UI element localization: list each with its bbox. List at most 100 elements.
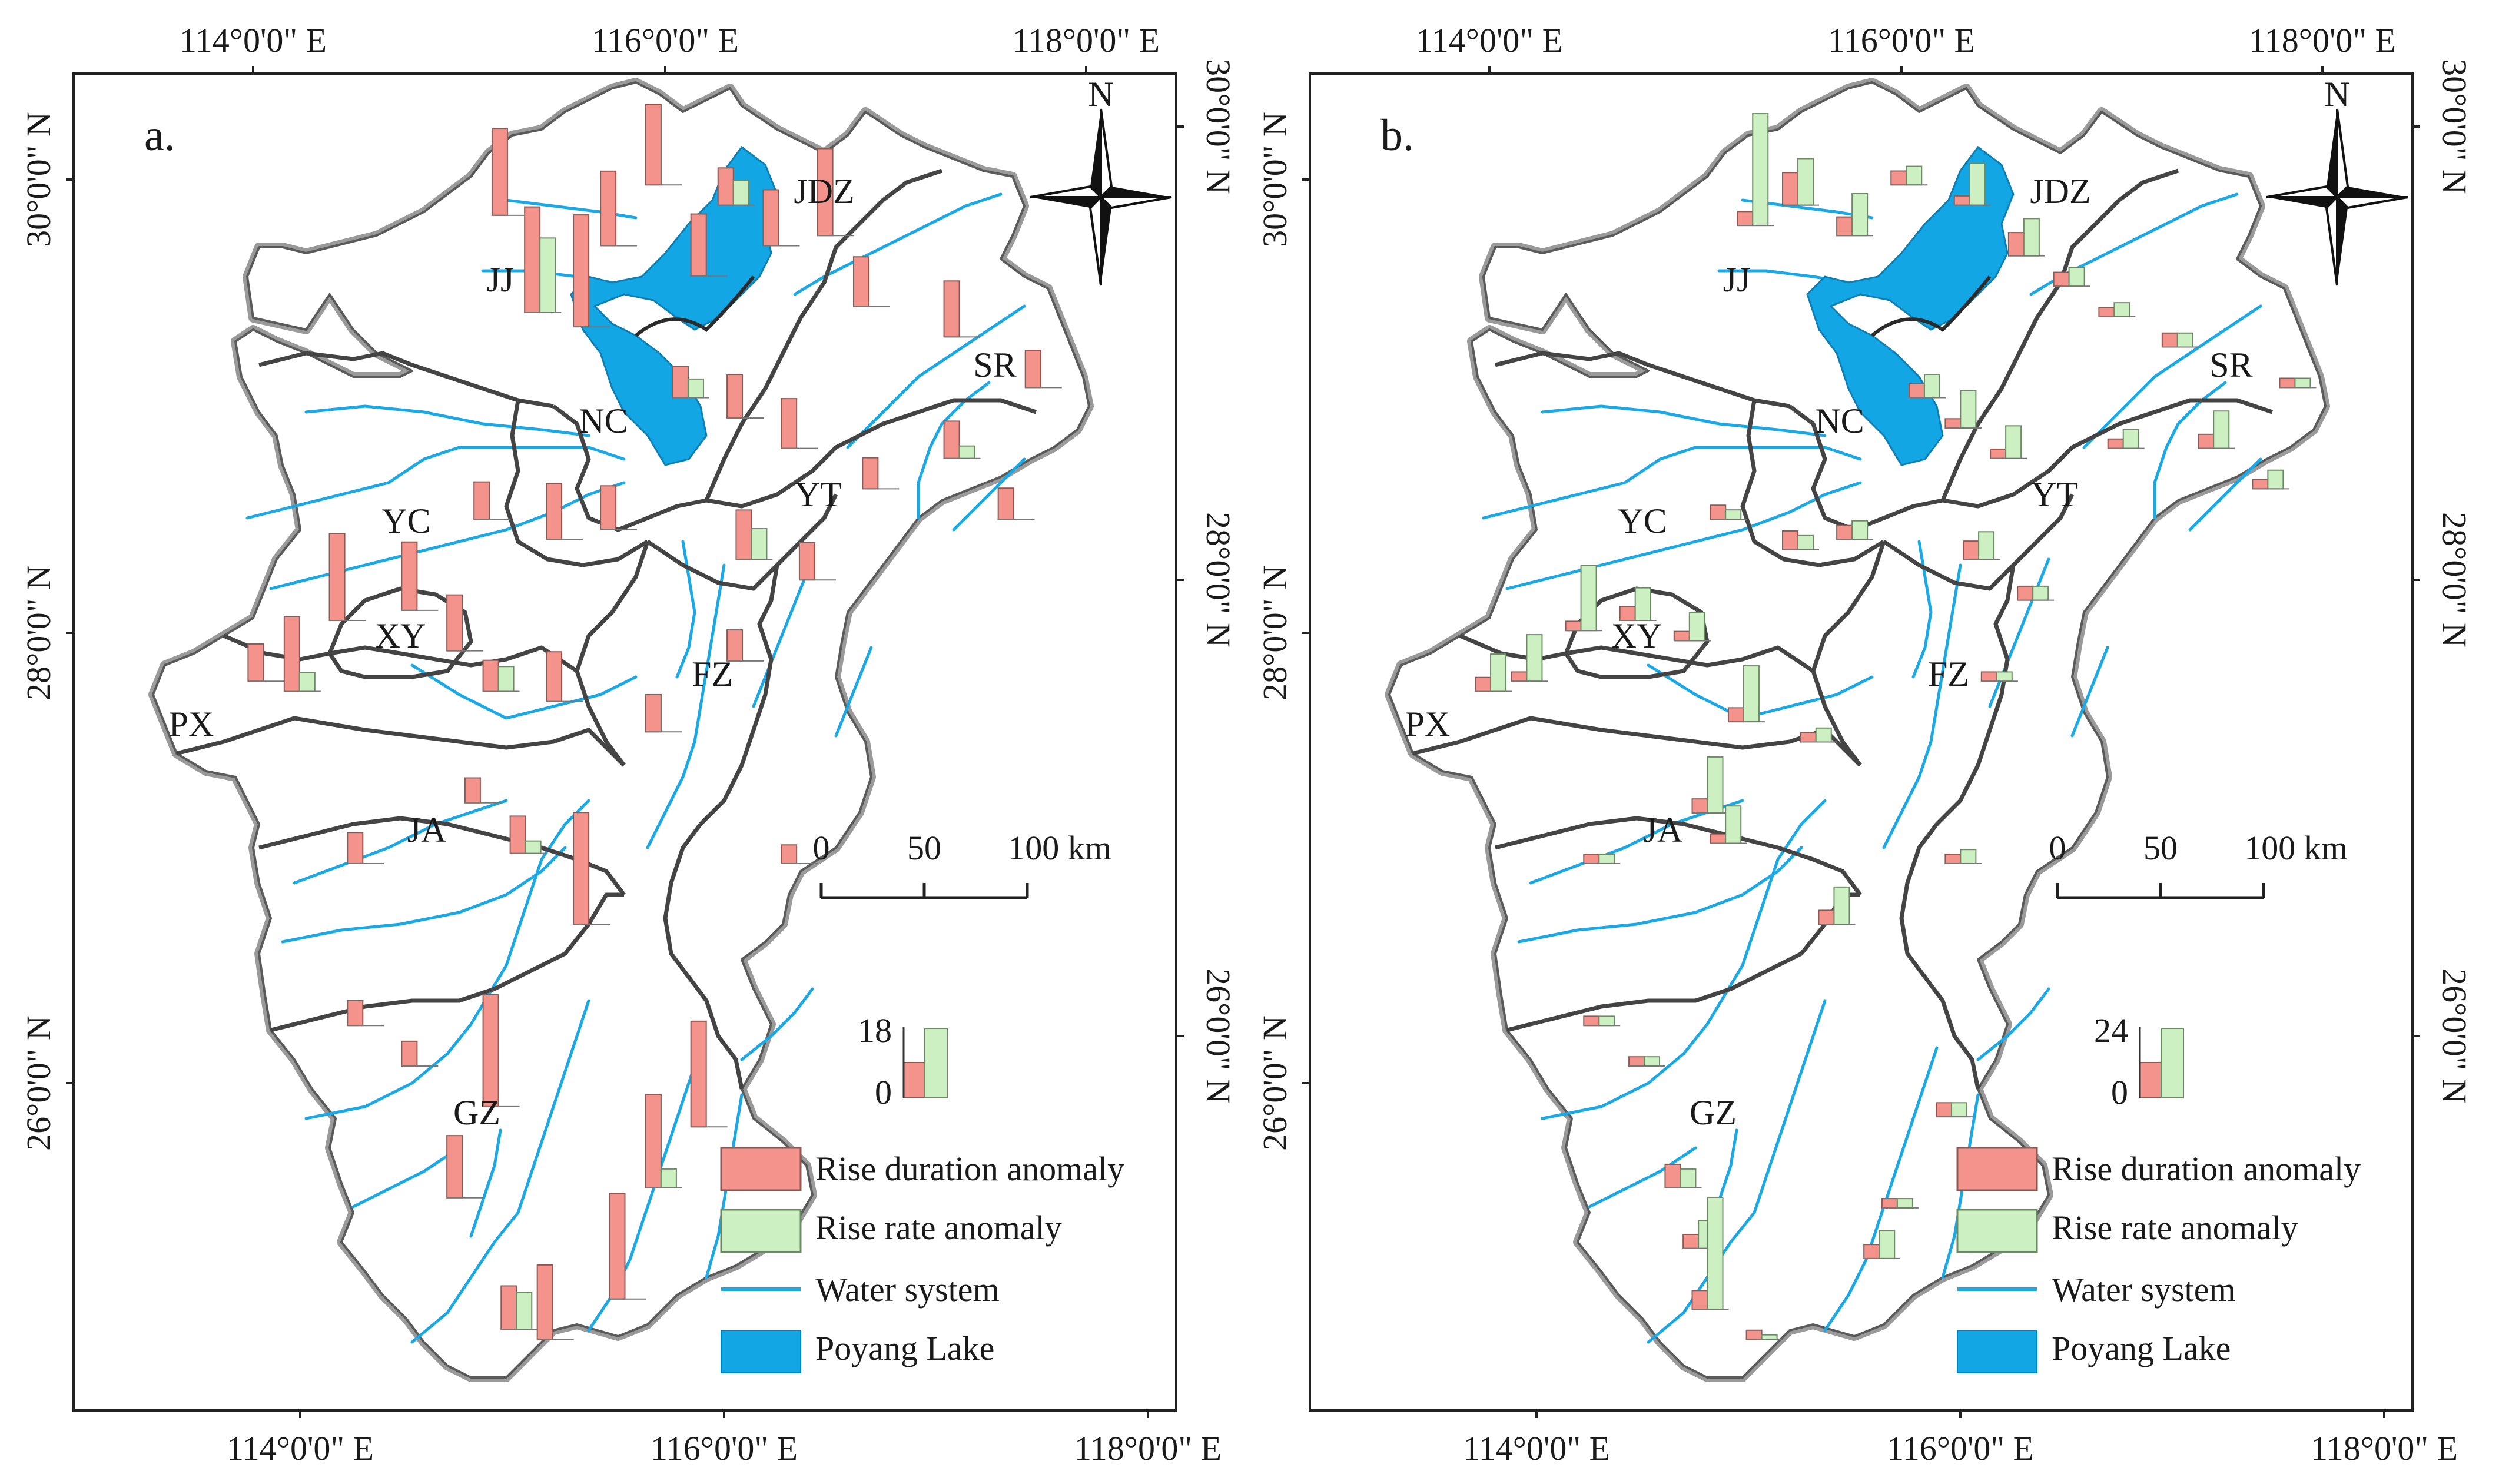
station-3: [600, 170, 638, 247]
station-23: [401, 541, 439, 611]
province-boundary-inner: [152, 81, 1090, 1379]
city-label-sr: SR: [2209, 346, 2252, 384]
scale-bar: 0 50 100 km: [2049, 829, 2348, 899]
river-11: [1988, 557, 2050, 708]
prefecture-boundary-8: [1459, 633, 1814, 673]
station-33: [1944, 849, 1982, 864]
station-12: [1990, 425, 2027, 459]
rise-rate-bar: [1923, 373, 1940, 399]
rise-duration-bar: [781, 844, 798, 864]
rise-rate-bar: [1815, 727, 1832, 743]
station-6: [717, 167, 755, 206]
station-21: [735, 509, 773, 560]
river-7: [410, 999, 590, 1344]
station-36: [1936, 1102, 1973, 1118]
rise-duration-bar: [690, 1020, 707, 1128]
prefecture-boundary-5: [575, 540, 650, 767]
lat-label-left-0: 26°0'0" N: [19, 1015, 58, 1151]
rise-duration-bar: [1782, 530, 1799, 550]
lon-label-bottom-0: 114°0'0" E: [227, 1429, 374, 1468]
station-16: [943, 420, 981, 459]
rise-rate-bar: [1680, 1168, 1697, 1188]
rise-rate-bar: [1896, 1198, 1913, 1209]
scale-bar: 0 50 100 km: [813, 829, 1111, 899]
station-28: [482, 659, 520, 692]
station-45: [536, 1264, 574, 1340]
scale-label-0: 0: [813, 829, 830, 867]
river-18: [469, 1128, 502, 1238]
legend-rate-swatch: [720, 1209, 802, 1253]
prefecture-boundary-11: [258, 816, 626, 897]
station-19: [546, 483, 583, 540]
city-label-sr: SR: [973, 346, 1016, 384]
rise-duration-bar: [853, 256, 870, 307]
rise-duration-bar: [997, 487, 1014, 520]
station-7: [2098, 302, 2136, 317]
legend-lake-swatch: [1957, 1330, 2037, 1373]
prefecture-boundary-10: [1412, 716, 1862, 767]
rise-duration-bar: [1511, 671, 1528, 682]
map-frame: [72, 72, 1177, 1412]
river-11: [752, 557, 814, 708]
river-14: [952, 457, 1026, 532]
rise-rate-bar: [1978, 531, 1995, 560]
lat-label-right-2: 30°0'0" N: [1199, 59, 1237, 194]
rise-duration-bar: [524, 206, 541, 314]
rise-duration-bar: [1710, 504, 1727, 520]
station-5: [690, 213, 728, 277]
rise-duration-bar: [1963, 540, 1980, 560]
rise-duration-bar: [247, 643, 264, 682]
rise-rate-bar: [1725, 509, 1742, 520]
legend-lake-swatch: [721, 1330, 801, 1373]
station-38: [401, 1040, 439, 1067]
city-label-ja: JA: [1644, 811, 1683, 849]
rise-rate-bar: [1851, 193, 1869, 237]
prefecture-boundary-2: [706, 398, 1037, 509]
station-23: [1565, 565, 1602, 632]
rise-duration-bar: [1583, 1015, 1600, 1027]
rise-rate-bar: [1761, 1334, 1778, 1340]
city-label-gz: GZ: [453, 1093, 500, 1132]
rise-duration-bar: [1836, 524, 1853, 540]
lon-label-bottom-1: 116°0'0" E: [1887, 1429, 2034, 1468]
river-19: [351, 1146, 461, 1209]
scale-label-0: 0: [2049, 829, 2066, 867]
station-39: [1881, 1198, 1919, 1209]
rise-rate-bar: [2122, 429, 2139, 449]
lat-label-left-1: 28°0'0" N: [1256, 565, 1294, 700]
rise-duration-bar: [573, 214, 590, 328]
lat-label-left-0: 26°0'0" N: [1256, 1015, 1294, 1151]
prefecture-boundary-12: [1899, 822, 1980, 1090]
rise-duration-bar: [2107, 438, 2124, 449]
rise-duration-bar: [1836, 216, 1853, 237]
scale-label-100: 100 km: [2244, 829, 2348, 867]
station-36: [781, 844, 818, 864]
city-label-yc: YC: [1618, 502, 1667, 540]
map-frame: [1309, 72, 2414, 1412]
rise-duration-bar: [1727, 707, 1744, 723]
rise-duration-bar: [482, 659, 499, 692]
rise-rate-bar: [1951, 1102, 1968, 1118]
station-18: [1836, 520, 1874, 540]
rise-duration-bar: [2017, 585, 2034, 601]
city-label-px: PX: [169, 705, 214, 743]
station-11: [1024, 350, 1062, 389]
scale-label-50: 50: [907, 829, 941, 867]
rise-rate-bar: [516, 1292, 533, 1330]
province-boundary-inner: [1388, 81, 2327, 1379]
scale-label-100: 100 km: [1008, 829, 1111, 867]
rise-rate-bar: [1906, 165, 1923, 186]
lon-label-top-2: 118°0'0" E: [2249, 21, 2396, 59]
rise-rate-bar: [525, 840, 542, 854]
rise-duration-bar: [1944, 854, 1962, 864]
station-22: [798, 542, 836, 581]
station-25: [328, 533, 366, 622]
key-min-label: 0: [875, 1073, 892, 1111]
city-label-gz: GZ: [1690, 1093, 1737, 1132]
rise-duration-bar: [401, 1040, 418, 1067]
river-12: [834, 646, 873, 738]
station-8: [2161, 332, 2199, 348]
rise-rate-bar: [732, 180, 749, 206]
river-22: [505, 198, 638, 220]
rise-rate-bar: [1580, 565, 1597, 632]
